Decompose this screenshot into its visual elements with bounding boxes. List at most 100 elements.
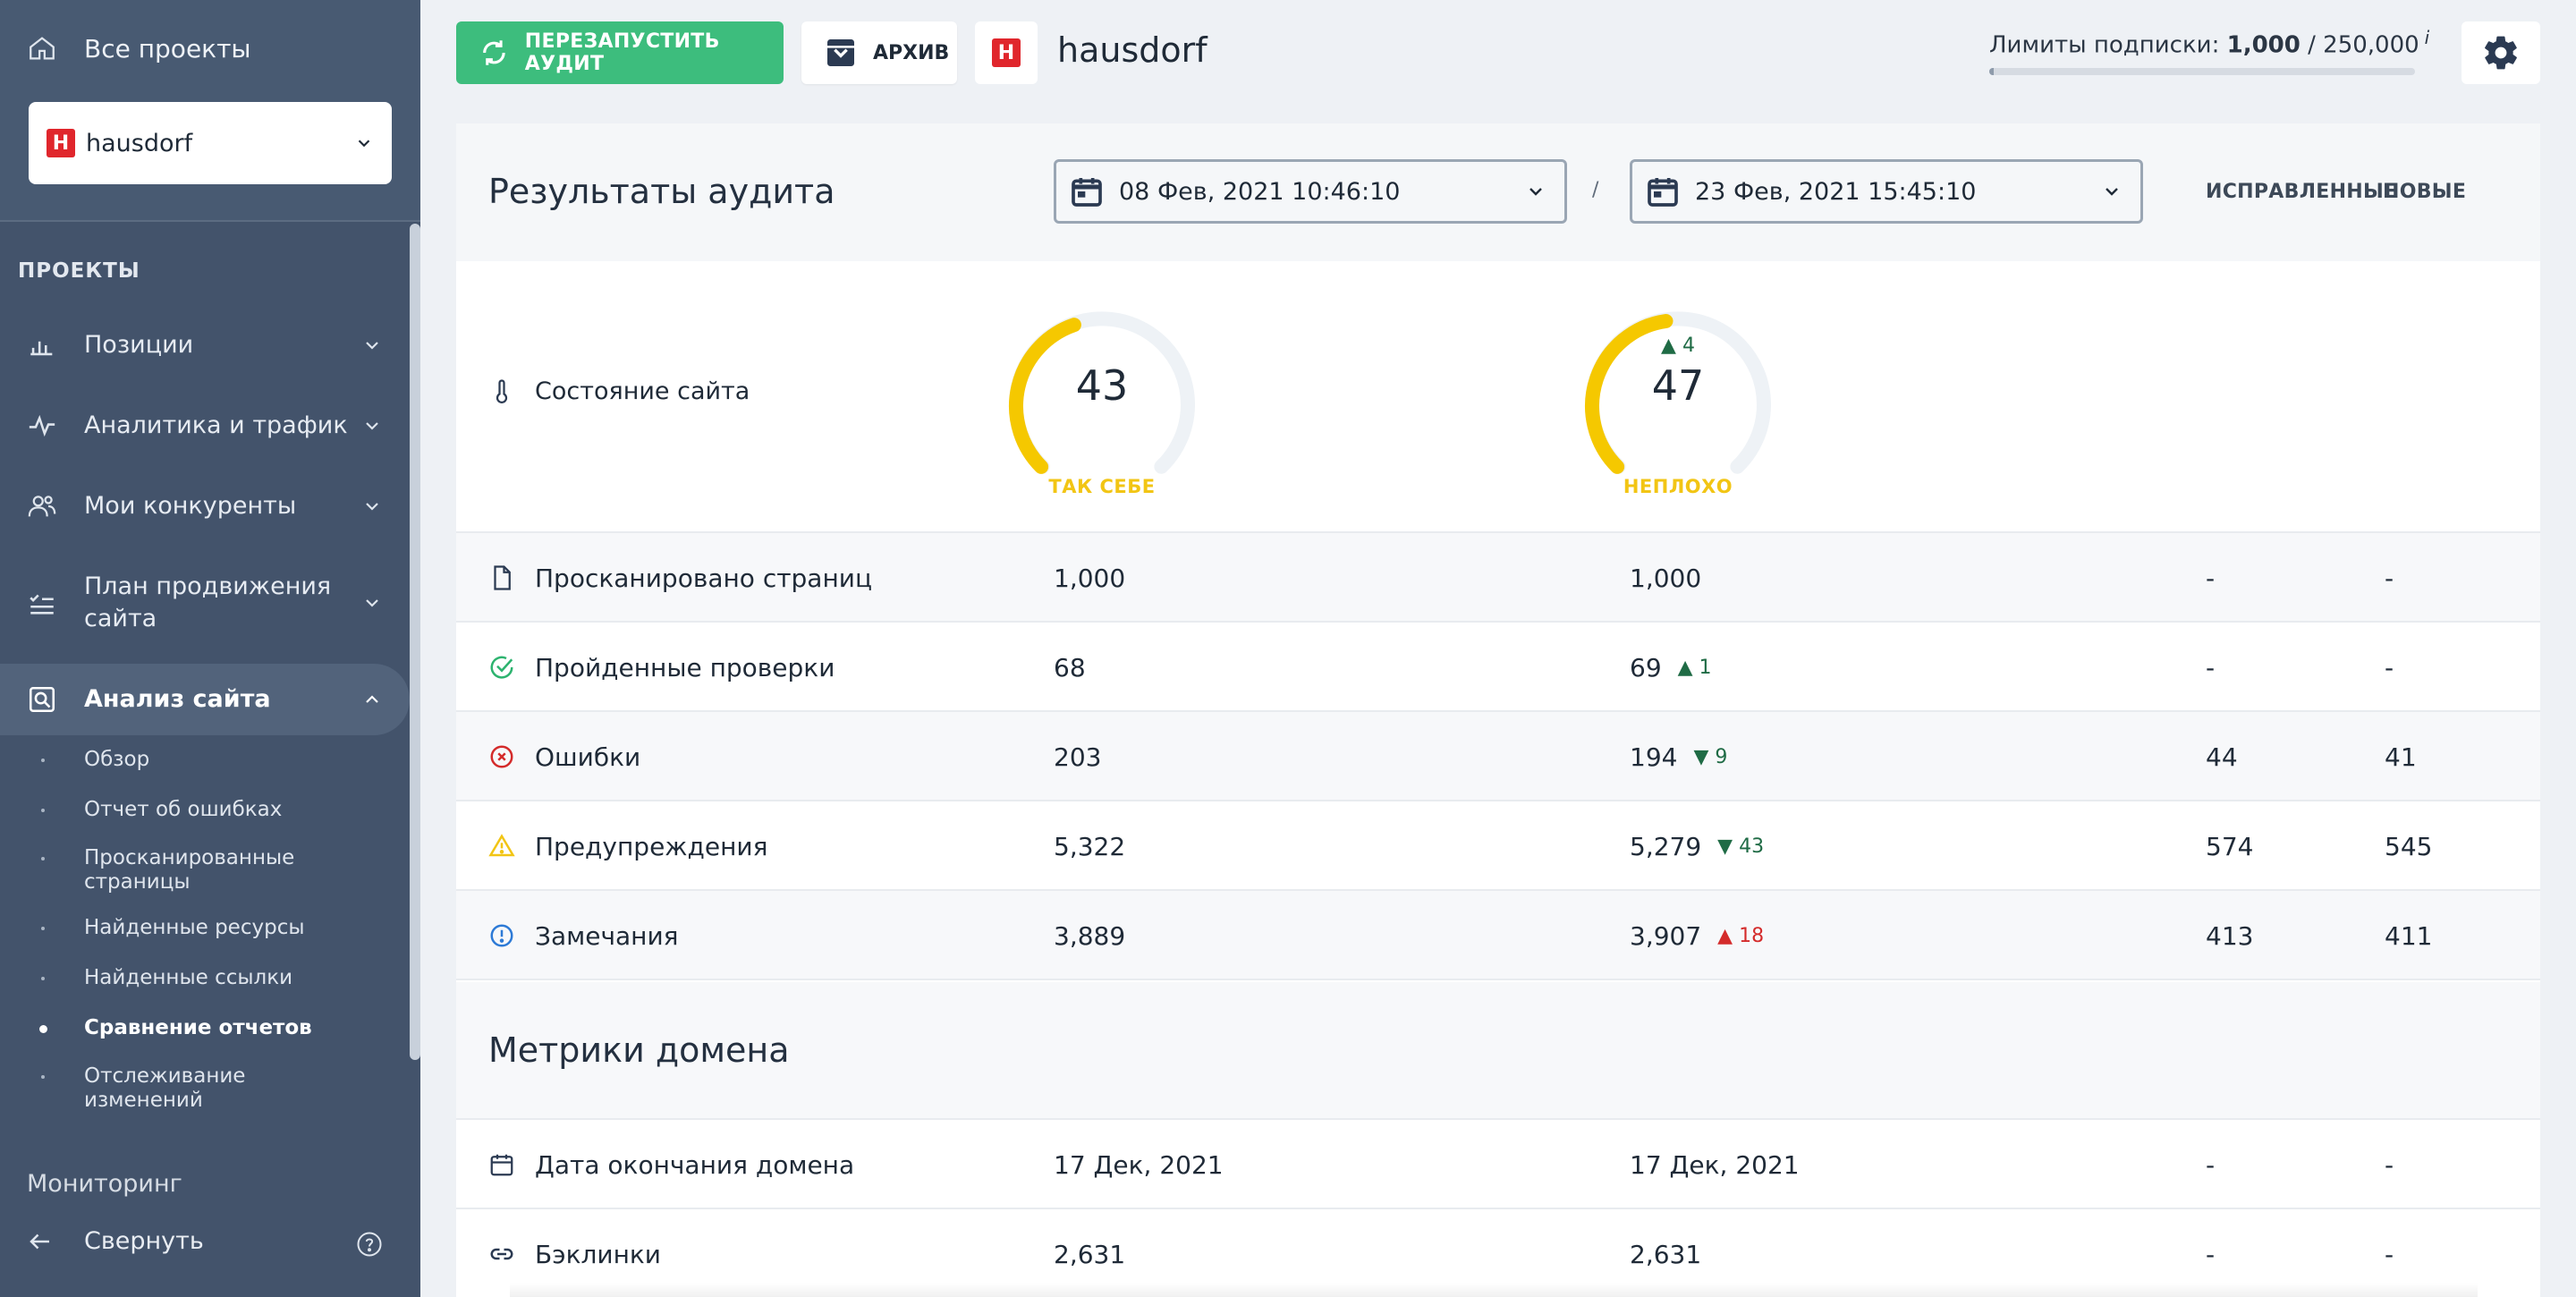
sub-item-error-report[interactable]: Отчет об ошибках xyxy=(0,798,394,822)
refresh-icon xyxy=(483,40,505,65)
nav-item-promotion-plan[interactable]: План продвижения сайта xyxy=(0,569,410,637)
sub-item-label: Найденные ссылки xyxy=(84,966,293,989)
nav-item-site-analysis[interactable]: Анализ сайта xyxy=(0,664,410,735)
project-select-value: hausdorf xyxy=(86,129,193,157)
delta-badge: ▲ 18 xyxy=(1717,924,1765,947)
gauge-value-arc xyxy=(1009,318,1081,474)
limits-total: / 250,000 xyxy=(2308,31,2419,59)
nav-item-competitors[interactable]: Мои конкуренты xyxy=(0,479,410,533)
row-label: Замечания xyxy=(535,920,679,951)
domain-metrics-title: Метрики домена xyxy=(488,1030,790,1070)
value-fixed: 574 xyxy=(2206,831,2254,861)
value-fixed: - xyxy=(2206,563,2216,593)
sub-item-label: Просканированные страницы xyxy=(84,846,295,894)
archive-label: АРХИВ xyxy=(873,41,950,64)
check-circle-icon xyxy=(490,656,513,679)
sub-item-label: Отчет об ошибках xyxy=(84,798,283,821)
error-circle-icon xyxy=(490,745,513,768)
restart-audit-button[interactable]: ПЕРЕЗАПУСТИТЬ АУДИТ xyxy=(456,21,784,84)
chevron-down-icon xyxy=(358,140,370,148)
gauge-value: 47 xyxy=(1651,361,1705,410)
sub-item-crawled-pages[interactable]: Просканированные страницы xyxy=(0,846,394,894)
audit-title: Результаты аудита xyxy=(488,172,835,211)
project-logo-letter: H xyxy=(997,41,1015,64)
projects-section-label: ПРОЕКТЫ xyxy=(18,259,140,283)
calendar-icon xyxy=(1072,178,1102,207)
project-logo-badge: H xyxy=(975,21,1038,84)
info-circle-icon xyxy=(490,924,513,947)
audit-panel: Результаты аудита 08 Фев, 2021 10:46:10 … xyxy=(456,123,2540,1297)
value-first: 1,000 xyxy=(1054,563,1126,593)
help-icon[interactable] xyxy=(356,1231,383,1258)
limits-info-icon[interactable]: i xyxy=(2424,27,2430,48)
sidebar-scrollbar[interactable] xyxy=(410,224,420,1060)
collapse-sidebar-button[interactable]: Свернуть xyxy=(27,1227,204,1255)
scroll-shadow xyxy=(510,1283,2478,1297)
row-label-group: Просканировано страниц xyxy=(488,533,872,623)
search-page-icon xyxy=(29,686,55,713)
limits-progress-fill xyxy=(1989,68,1994,75)
row-label: Ошибки xyxy=(535,742,641,772)
row-label: Пройденные проверки xyxy=(535,652,835,682)
sub-item-change-tracking[interactable]: Отслеживание изменений xyxy=(0,1064,394,1113)
row-label-group: Ошибки xyxy=(488,712,640,801)
sidebar-footer xyxy=(0,1206,420,1297)
all-projects-link[interactable]: Все проекты xyxy=(27,30,251,66)
site-health-label: Состояние сайта xyxy=(535,377,750,405)
nav-item-label: Мои конкуренты xyxy=(84,492,297,520)
collapse-label: Свернуть xyxy=(84,1227,204,1255)
value-second-group: 1,000 xyxy=(1630,533,1701,623)
sub-item-found-links[interactable]: Найденные ссылки xyxy=(0,966,394,990)
value-first: 68 xyxy=(1054,652,1086,682)
gauge-status: НЕПЛОХО xyxy=(1623,476,1733,497)
row-label: Предупреждения xyxy=(535,831,768,861)
sub-item-label: Обзор xyxy=(84,748,150,771)
sub-item-found-resources[interactable]: Найденные ресурсы xyxy=(0,916,394,940)
domain-metrics-header: Метрики домена xyxy=(456,982,2540,1120)
sub-item-compare-reports[interactable]: Сравнение отчетов xyxy=(0,1016,394,1040)
gauge-ring xyxy=(1009,311,1195,474)
value-first: 2,631 xyxy=(1054,1239,1126,1269)
row-notices[interactable]: Замечания 3,889 3,907 ▲ 18 413 411 xyxy=(456,891,2540,980)
row-domain-expiry[interactable]: Дата окончания домена 17 Дек, 2021 17 Де… xyxy=(456,1120,2540,1209)
sidebar: Все проекты H hausdorf ПРОЕКТЫ Позиции А… xyxy=(0,0,420,1297)
value-fixed: - xyxy=(2206,652,2216,682)
date-to-select[interactable]: 23 Фев, 2021 15:45:10 xyxy=(1630,159,2143,224)
sub-item-overview[interactable]: Обзор xyxy=(0,748,394,772)
project-select[interactable]: H hausdorf xyxy=(29,102,392,184)
nav-item-label: Анализ сайта xyxy=(84,685,271,713)
bullet xyxy=(41,857,45,860)
column-header-new: НОВЫЕ xyxy=(2383,181,2467,203)
date-separator: / xyxy=(1592,179,1599,201)
row-errors[interactable]: Ошибки 203 194 ▼ 9 44 41 xyxy=(456,712,2540,801)
value-fixed: - xyxy=(2206,1239,2216,1269)
home-icon xyxy=(30,37,55,60)
calendar-icon xyxy=(490,1154,513,1176)
row-passed-checks[interactable]: Пройденные проверки 68 69 ▲ 1 - - xyxy=(456,623,2540,712)
row-crawled-pages[interactable]: Просканировано страниц 1,000 1,000 - - xyxy=(456,533,2540,623)
bullet-active xyxy=(39,1025,47,1033)
checklist-icon xyxy=(30,594,54,615)
row-backlinks[interactable]: Бэклинки 2,631 2,631 - - xyxy=(456,1209,2540,1297)
value-first: 5,322 xyxy=(1054,831,1126,861)
value-new: 411 xyxy=(2385,920,2433,951)
nav-item-label: Аналитика и трафик xyxy=(84,411,348,439)
value-second-group: 69 ▲ 1 xyxy=(1630,623,1712,712)
date-to-value: 23 Фев, 2021 15:45:10 xyxy=(1695,177,1977,206)
nav-item-monitoring[interactable]: Мониторинг xyxy=(27,1170,182,1198)
settings-button[interactable] xyxy=(2462,21,2540,84)
warning-triangle-icon xyxy=(488,834,515,857)
row-warnings[interactable]: Предупреждения 5,322 5,279 ▼ 43 574 545 xyxy=(456,801,2540,891)
nav-item-analytics[interactable]: Аналитика и трафик xyxy=(0,399,410,453)
value-new: 41 xyxy=(2385,742,2417,772)
archive-button[interactable]: АРХИВ xyxy=(801,21,957,84)
value-second-group: 5,279 ▼ 43 xyxy=(1630,801,1764,891)
date-from-select[interactable]: 08 Фев, 2021 10:46:10 xyxy=(1054,159,1567,224)
bullet xyxy=(41,927,45,930)
health-gauge-first: 43 ТАК СЕБЕ xyxy=(1004,299,1200,497)
sub-item-label: Найденные ресурсы xyxy=(84,916,305,939)
nav-item-positions[interactable]: Позиции xyxy=(0,318,410,372)
gauge-delta: ▲ 4 xyxy=(1661,335,1695,357)
value-fixed: 413 xyxy=(2206,920,2254,951)
audit-header: Результаты аудита 08 Фев, 2021 10:46:10 … xyxy=(456,123,2540,261)
